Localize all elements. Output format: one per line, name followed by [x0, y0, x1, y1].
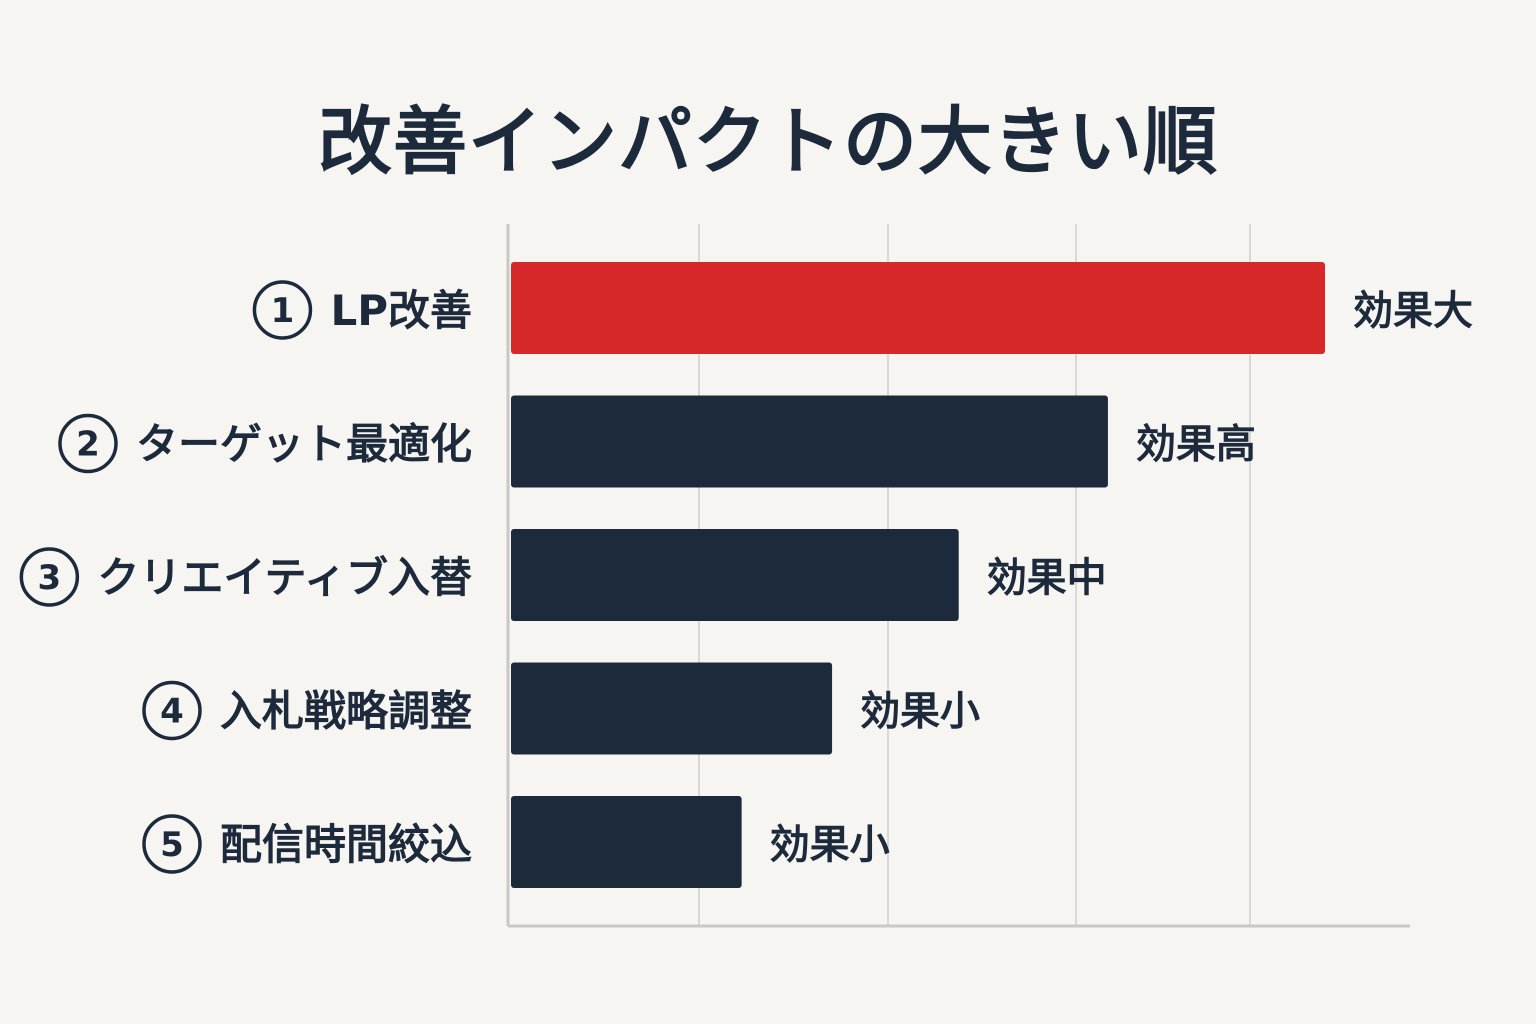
- category-label-1: LP改善 1: [252, 280, 472, 340]
- axes: [506, 224, 1410, 928]
- category-text: 配信時間絞込: [220, 820, 472, 869]
- number-circle: [142, 814, 202, 874]
- number-circle: [58, 413, 118, 474]
- category-text: LP改善: [330, 286, 472, 335]
- bars: [511, 262, 1325, 888]
- bar-1: [511, 262, 1325, 354]
- bar-3: [511, 529, 959, 621]
- number-circle: [142, 680, 202, 741]
- category-label-2: ターゲット最適化 2: [58, 413, 472, 474]
- value-label-1: 効果大: [1353, 288, 1473, 334]
- bar-5: [511, 796, 742, 888]
- value-label-5: 効果小: [770, 822, 890, 868]
- category-number: 3: [38, 558, 62, 598]
- value-label-4: 効果小: [860, 689, 980, 735]
- category-text: ターゲット最適化: [136, 420, 472, 469]
- number-circle: [19, 547, 80, 607]
- category-text: クリエイティブ入替: [97, 553, 472, 602]
- category-number: 1: [271, 291, 295, 331]
- value-label-3: 効果中: [987, 555, 1107, 601]
- bar-4: [511, 662, 833, 755]
- category-number: 4: [160, 692, 184, 732]
- category-label-3: クリエイティブ入替 3: [19, 547, 472, 607]
- value-label-2: 効果高: [1136, 422, 1256, 468]
- number-circle: [252, 280, 313, 340]
- category-label-4: 入札戦略調整 4: [142, 680, 472, 741]
- chart-title: 改善インパクトの大きい順: [318, 99, 1218, 185]
- category-number: 2: [76, 425, 100, 465]
- category-text: 入札戦略調整: [220, 687, 472, 736]
- category-number: 5: [160, 825, 184, 865]
- bar-2: [511, 395, 1108, 488]
- category-label-5: 配信時間絞込 5: [142, 814, 472, 874]
- category-labels: LP改善 1 ターゲット最適化 2 クリエイティブ入替 3 入札戦略調整 4 配信時間絞込 5: [19, 280, 472, 874]
